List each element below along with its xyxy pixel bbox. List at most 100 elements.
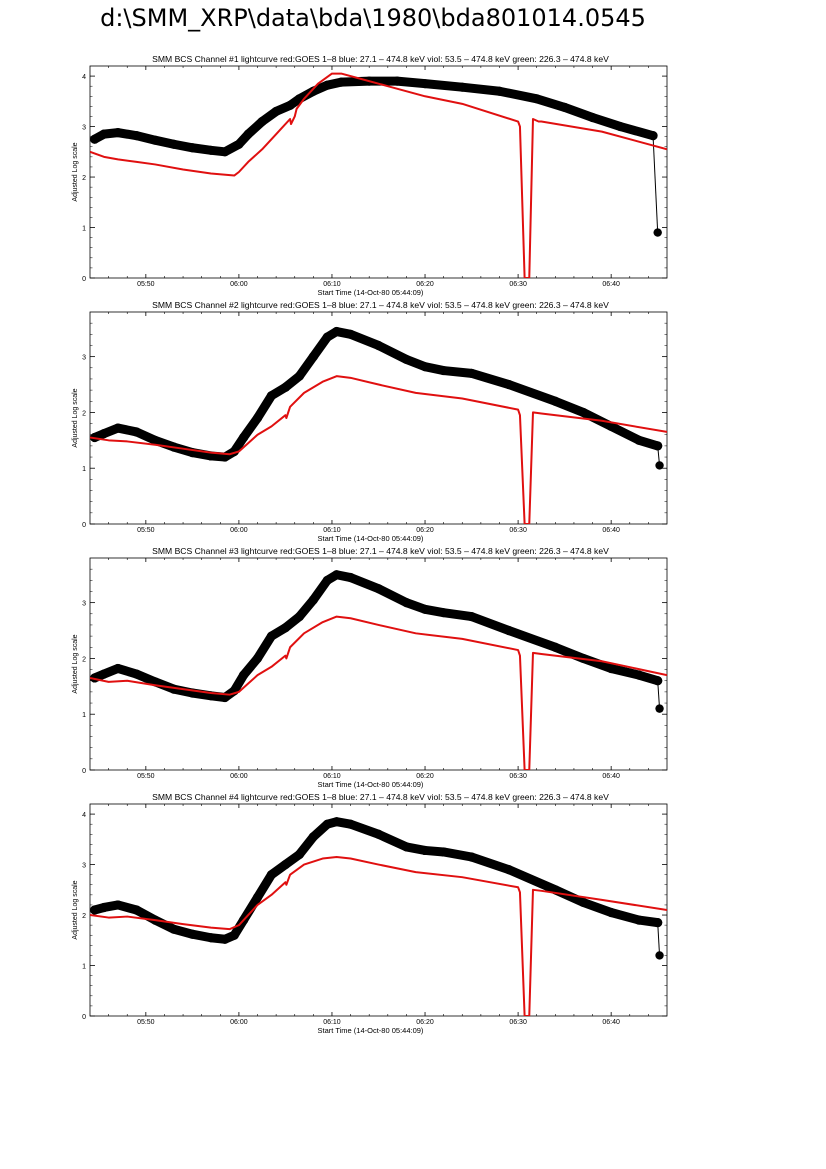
bcs-point [420, 79, 430, 89]
bcs-point [220, 934, 230, 944]
bcs-series-line [90, 76, 658, 157]
bcs-point [345, 819, 356, 829]
bcs-point [494, 86, 505, 96]
bcs-point [322, 819, 332, 829]
y-tick-label: 3 [82, 601, 86, 608]
y-tick-label: 1 [82, 964, 86, 971]
bcs-series-line [90, 327, 663, 462]
x-tick-label: 06:00 [230, 281, 248, 288]
bcs-point [420, 604, 430, 614]
bcs-drop-line [657, 922, 661, 956]
bcs-point [238, 432, 249, 443]
bcs-point [653, 918, 663, 928]
goes-series-line [90, 615, 667, 770]
x-tick-label: 06:40 [602, 527, 620, 534]
bcs-point [504, 625, 514, 636]
bcs-point [252, 413, 263, 423]
bcs-point [131, 131, 142, 141]
x-tick-label: 06:20 [416, 281, 434, 288]
x-tick-label: 06:40 [602, 773, 620, 780]
bcs-point [466, 852, 477, 862]
bcs-point [169, 924, 179, 934]
bcs-point [169, 139, 179, 149]
bcs-point [457, 82, 467, 92]
x-tick-label: 06:30 [509, 281, 527, 288]
bcs-point [285, 100, 295, 110]
bcs-point [653, 676, 663, 686]
plot-area [90, 326, 667, 524]
bcs-point [308, 595, 318, 605]
bcs-point [439, 847, 449, 857]
x-tick-label: 06:40 [602, 1019, 620, 1026]
bcs-point [294, 611, 304, 622]
bcs-point [131, 669, 142, 679]
bcs-drop-line [657, 680, 661, 709]
y-tick-label: 3 [82, 863, 86, 870]
bcs-point [648, 131, 658, 141]
bcs-point [550, 642, 560, 652]
bcs-point [401, 842, 412, 852]
chart-panel-1: SMM BCS Channel #1 lightcurve red:GOES 1… [72, 54, 668, 297]
bcs-point [550, 396, 560, 406]
x-tick-label: 06:20 [416, 1019, 434, 1026]
bcs-point [234, 139, 244, 149]
bcs-point [99, 429, 109, 439]
x-axis-label: Start Time (14-Oct-80 05:44:09) [318, 1026, 424, 1035]
y-axis-label: Adjusted Log scale [72, 880, 79, 939]
bcs-point [271, 106, 281, 117]
bcs-end-marker [655, 704, 664, 713]
bcs-point [113, 423, 123, 433]
bcs-point [439, 608, 449, 618]
bcs-point [257, 116, 267, 127]
y-tick-label: 0 [82, 1014, 86, 1021]
bcs-point [238, 670, 249, 680]
bcs-point [606, 907, 616, 918]
bcs-point [336, 77, 346, 87]
bcs-point [131, 427, 142, 437]
x-axis-label: Start Time (14-Oct-80 05:44:09) [318, 780, 424, 789]
x-axis-label: Start Time (14-Oct-80 05:44:09) [318, 288, 424, 297]
x-tick-label: 06:20 [416, 527, 434, 534]
y-tick-label: 2 [82, 913, 86, 920]
x-tick-label: 06:00 [230, 1019, 248, 1026]
bcs-point [373, 340, 384, 351]
bcs-point [113, 128, 123, 138]
x-axis-label: Start Time (14-Oct-80 05:44:09) [318, 534, 424, 543]
y-axis-label: Adjusted Log scale [72, 634, 79, 693]
y-tick-label: 1 [82, 712, 86, 719]
bcs-end-marker [655, 951, 664, 960]
bcs-point [280, 623, 291, 633]
bcs-point [187, 143, 197, 153]
bcs-point [504, 865, 514, 875]
x-tick-label: 05:50 [137, 1019, 155, 1026]
x-tick-label: 06:40 [602, 281, 620, 288]
bcs-point [266, 631, 277, 641]
chart-panel-4: SMM BCS Channel #4 lightcurve red:GOES 1… [72, 792, 668, 1035]
y-tick-label: 3 [82, 125, 86, 132]
plot-frame [89, 311, 668, 525]
chart-title: SMM BCS Channel #4 lightcurve red:GOES 1… [152, 792, 609, 802]
goes-series-line [90, 72, 667, 278]
x-tick-label: 06:00 [230, 527, 248, 534]
chart-panel-3: SMM BCS Channel #3 lightcurve red:GOES 1… [72, 546, 668, 789]
y-tick-label: 1 [82, 226, 86, 233]
x-tick-label: 06:20 [416, 773, 434, 780]
bcs-drop-line [652, 135, 659, 233]
bcs-end-marker [653, 228, 662, 237]
bcs-point [252, 892, 263, 902]
bcs-point [99, 669, 109, 679]
plot-frame [89, 557, 668, 771]
chart-title: SMM BCS Channel #2 lightcurve red:GOES 1… [152, 300, 609, 310]
chart-title: SMM BCS Channel #1 lightcurve red:GOES 1… [152, 54, 609, 64]
bcs-point [322, 332, 332, 342]
y-tick-label: 2 [82, 175, 86, 182]
x-tick-label: 05:50 [137, 527, 155, 534]
bcs-point [308, 86, 318, 96]
plot-area [90, 817, 667, 1016]
bcs-point [578, 897, 588, 908]
bcs-point [99, 902, 109, 913]
bcs-point [280, 859, 291, 870]
bcs-point [206, 933, 216, 943]
chart-title: SMM BCS Channel #3 lightcurve red:GOES 1… [152, 546, 609, 556]
bcs-point [587, 112, 598, 123]
